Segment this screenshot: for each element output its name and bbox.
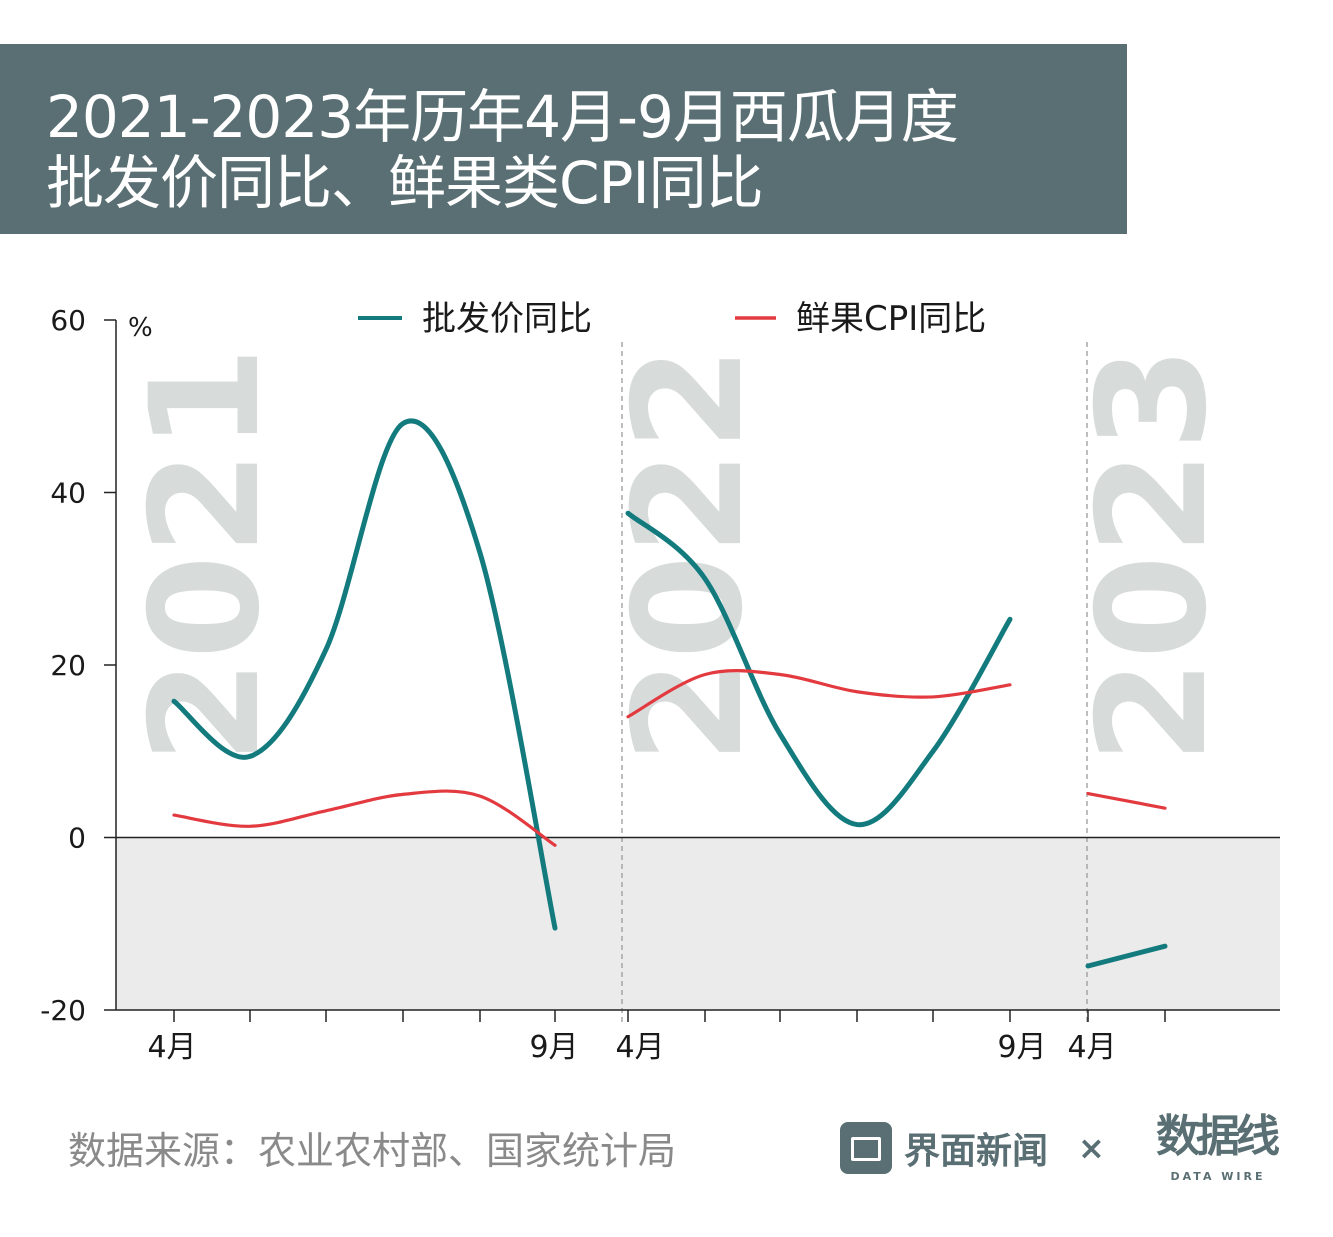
year-watermark-2021: 2021 bbox=[119, 346, 293, 763]
data-source: 数据来源：农业农村部、国家统计局 bbox=[68, 1129, 677, 1173]
datawire-logo: 数据线 DATA WIRE bbox=[1156, 1112, 1280, 1192]
y-tick-label: 40 bbox=[50, 477, 86, 510]
x-tick-label: 4月 bbox=[1067, 1030, 1116, 1065]
series-line-wholesale-2022 bbox=[625, 510, 1013, 828]
series-line-cpi-2021 bbox=[172, 789, 557, 847]
x-tick-label: 4月 bbox=[147, 1030, 196, 1065]
series-line-wholesale-2023 bbox=[1085, 943, 1168, 969]
title-banner bbox=[0, 44, 1127, 234]
x-tick-label: 9月 bbox=[997, 1030, 1046, 1065]
y-tick-label: 60 bbox=[50, 304, 86, 337]
datawire-logo-text: 数据线 bbox=[1156, 1111, 1280, 1162]
year-watermark-2023: 2023 bbox=[1066, 346, 1240, 763]
legend-label-cpi: 鲜果CPI同比 bbox=[796, 299, 986, 339]
y-axis-unit: % bbox=[128, 313, 153, 343]
y-tick-label: 0 bbox=[68, 822, 86, 855]
x-tick-label: 4月 bbox=[615, 1030, 664, 1065]
y-tick-label: 20 bbox=[50, 649, 86, 682]
negative-area bbox=[116, 837, 1280, 1010]
brand-separator: × bbox=[1078, 1129, 1105, 1167]
line-chart: 2021 2022 2023 -20 0 20 40 60 % 4月 9月 4月 9月 4月 批发价同比 鲜果… bbox=[40, 299, 1280, 1065]
series-line-wholesale-2021 bbox=[171, 418, 558, 931]
brand-jiemian: 界面新闻 × bbox=[840, 1122, 1105, 1174]
datawire-logo-sub: DATA WIRE bbox=[1170, 1170, 1266, 1183]
brand-name: 界面新闻 bbox=[904, 1131, 1049, 1172]
series-line-cpi-2022 bbox=[626, 669, 1012, 719]
title-line-2: 批发价同比、鲜果类CPI同比 bbox=[46, 149, 764, 217]
year-watermark-2022: 2022 bbox=[602, 346, 776, 763]
title-line-1: 2021-2023年历年4月-9月西瓜月度 bbox=[46, 83, 959, 151]
series-line-cpi-2023 bbox=[1086, 791, 1167, 810]
x-tick-label: 9月 bbox=[529, 1030, 578, 1065]
jiemian-logo-icon bbox=[840, 1122, 892, 1174]
y-tick-label: -20 bbox=[40, 994, 86, 1027]
legend-label-wholesale: 批发价同比 bbox=[422, 299, 592, 339]
